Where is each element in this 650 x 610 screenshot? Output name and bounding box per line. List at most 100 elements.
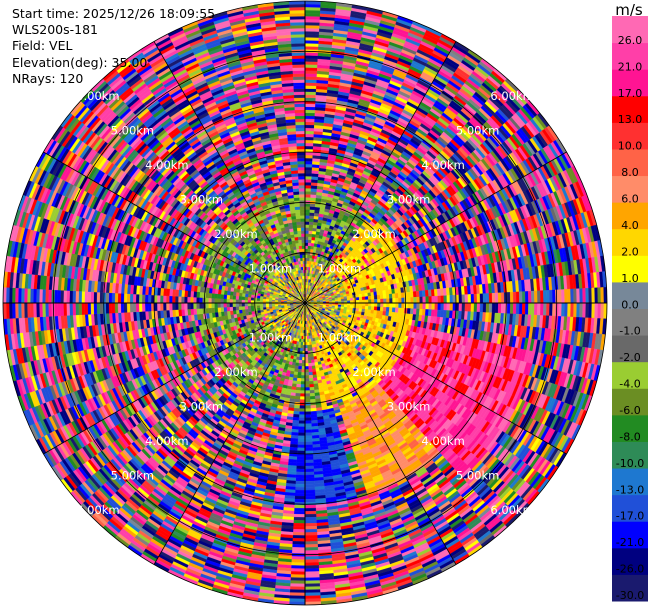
velocity-gate — [370, 306, 375, 311]
velocity-gate — [355, 297, 360, 301]
velocity-gate — [434, 295, 439, 304]
velocity-gate — [304, 15, 321, 20]
velocity-gate — [340, 298, 345, 302]
velocity-gate — [304, 46, 319, 50]
velocity-gate — [304, 233, 309, 237]
velocity-gate — [304, 136, 314, 141]
velocity-gate — [304, 28, 320, 32]
velocity-gate — [386, 298, 390, 304]
velocity-gate — [591, 287, 596, 304]
velocity-gate — [385, 307, 390, 313]
velocity-gate — [304, 154, 313, 159]
velocity-gate — [304, 203, 311, 207]
velocity-gate — [304, 61, 318, 65]
velocity-gate — [304, 221, 310, 225]
velocity-gate — [304, 212, 310, 216]
velocity-gate — [304, 166, 313, 171]
velocity-gate — [394, 293, 399, 299]
velocity-gate — [446, 302, 451, 311]
velocity-gate — [389, 298, 393, 304]
velocity-gate — [512, 291, 517, 304]
velocity-gate — [304, 18, 321, 23]
velocity-gate — [503, 302, 508, 314]
velocity-gate — [374, 299, 378, 304]
velocity-gate — [543, 290, 547, 304]
velocity-gate — [358, 296, 363, 301]
velocity-gate — [515, 291, 520, 304]
velocity-gate — [582, 288, 587, 304]
velocity-gate — [497, 302, 502, 314]
velocity-gate — [485, 302, 490, 313]
velocity-gate — [304, 6, 321, 11]
velocity-gate — [307, 248, 311, 253]
velocity-gate — [497, 292, 502, 304]
velocity-gate — [308, 236, 313, 241]
velocity-gate — [304, 230, 309, 234]
velocity-gate — [364, 292, 369, 297]
velocity-gate — [461, 302, 466, 312]
velocity-gate — [437, 295, 442, 304]
velocity-gate — [304, 100, 316, 105]
velocity-gate — [304, 67, 318, 71]
velocity-gate — [304, 112, 316, 117]
velocity-gate — [573, 302, 577, 318]
velocity-gate — [367, 295, 372, 300]
velocity-gate — [304, 82, 317, 87]
velocity-gate — [600, 287, 605, 304]
velocity-gate — [304, 97, 316, 102]
velocity-gate — [304, 182, 312, 186]
velocity-gate — [371, 302, 375, 307]
velocity-gate — [374, 302, 378, 307]
velocity-gate — [531, 302, 535, 316]
velocity-gate — [304, 176, 312, 180]
velocity-gate — [570, 302, 574, 318]
velocity-gate — [376, 294, 381, 300]
velocity-gate — [304, 224, 310, 228]
velocity-gate — [467, 294, 472, 304]
velocity-gate — [304, 227, 310, 231]
velocity-gate — [304, 124, 315, 129]
velocity-gate — [594, 302, 599, 319]
velocity-gate — [576, 288, 580, 304]
velocity-gate — [309, 209, 315, 214]
velocity-gate — [379, 306, 384, 312]
velocity-gate — [431, 302, 436, 310]
velocity-gate — [304, 106, 316, 111]
velocity-gate — [588, 302, 593, 319]
velocity-gate — [304, 163, 313, 168]
velocity-gate — [382, 306, 387, 312]
velocity-gate — [361, 305, 366, 310]
velocity-gate — [304, 127, 315, 132]
velocity-gate — [304, 209, 311, 213]
velocity-gate — [304, 58, 318, 62]
velocity-gate — [304, 109, 316, 114]
velocity-gate — [304, 115, 315, 120]
velocity-gate — [419, 302, 423, 310]
velocity-gate — [388, 307, 393, 313]
velocity-gate — [304, 43, 319, 47]
velocity-gate — [467, 302, 472, 312]
velocity-gate — [482, 302, 487, 313]
velocity-gate — [388, 293, 393, 299]
velocity-gate — [528, 290, 532, 304]
velocity-gate — [416, 296, 420, 304]
velocity-gate — [549, 302, 553, 317]
velocity-gate — [389, 302, 393, 308]
velocity-gate — [304, 118, 315, 123]
velocity-gate — [573, 288, 577, 304]
velocity-gate — [304, 9, 321, 14]
velocity-gate — [308, 233, 313, 238]
velocity-gate — [392, 298, 396, 304]
velocity-gate — [373, 295, 378, 300]
velocity-gate — [413, 296, 417, 304]
velocity-gate — [304, 34, 320, 38]
velocity-gate — [304, 191, 312, 195]
velocity-gate — [521, 291, 526, 304]
velocity-gate — [591, 302, 596, 319]
velocity-gate — [473, 302, 478, 313]
velocity-gate — [600, 302, 605, 319]
velocity-gate — [364, 309, 369, 314]
velocity-gate — [537, 302, 541, 316]
velocity-gate — [425, 302, 429, 310]
velocity-gate — [579, 302, 583, 318]
